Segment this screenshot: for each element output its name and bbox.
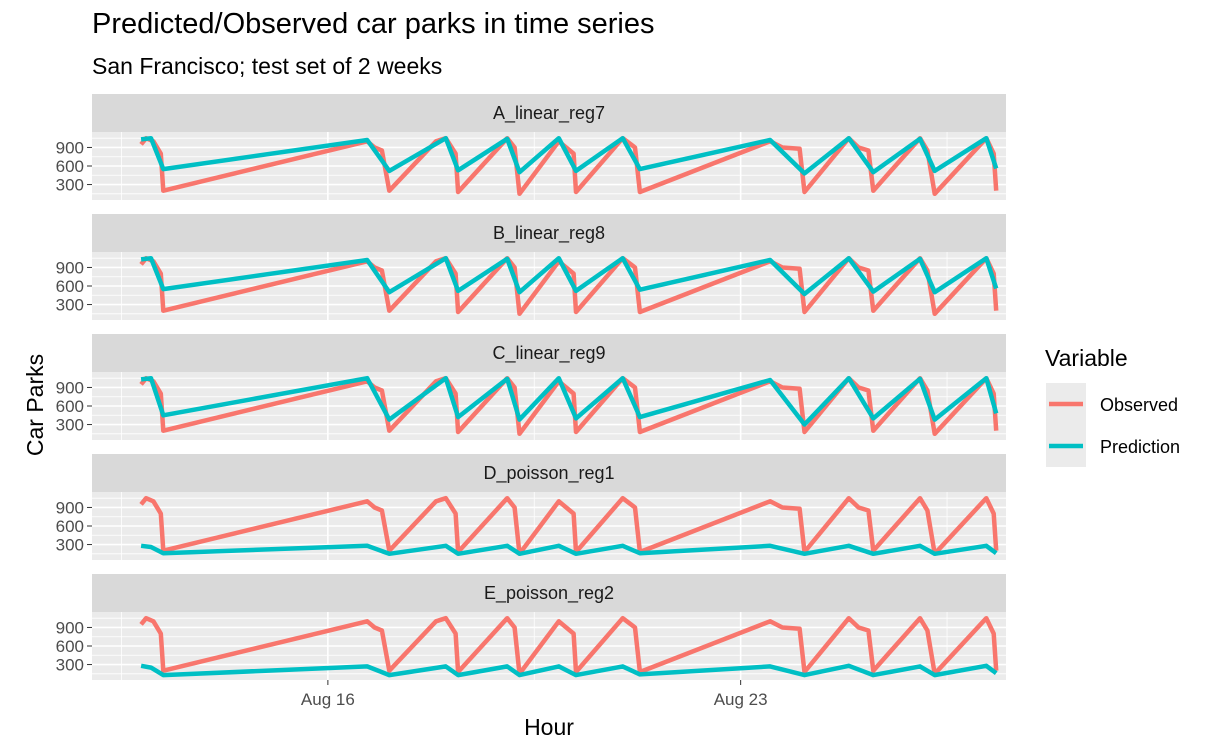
facet-strip bbox=[92, 334, 1006, 372]
legend-title: Variable bbox=[1045, 345, 1128, 371]
y-tick-label: 600 bbox=[56, 277, 84, 296]
legend-label: Observed bbox=[1100, 395, 1178, 415]
y-tick-label: 600 bbox=[56, 397, 84, 416]
x-tick-label: Aug 16 bbox=[301, 690, 355, 709]
facet-strip bbox=[92, 454, 1006, 492]
series-line-prediction bbox=[140, 543, 998, 557]
chart-subtitle: San Francisco; test set of 2 weeks bbox=[92, 53, 443, 79]
y-tick-label: 300 bbox=[56, 656, 84, 675]
y-tick-label: 900 bbox=[56, 378, 84, 397]
y-tick-label: 300 bbox=[56, 296, 84, 315]
y-tick-label: 900 bbox=[56, 258, 84, 277]
facet-strip bbox=[92, 574, 1006, 612]
y-tick-label: 900 bbox=[56, 618, 84, 637]
chart-title: Predicted/Observed car parks in time ser… bbox=[92, 8, 655, 40]
y-tick-label: 900 bbox=[56, 498, 84, 517]
facet-strip bbox=[92, 214, 1006, 252]
legend-key-background bbox=[1046, 383, 1086, 467]
facet-strip-label: C_linear_reg9 bbox=[492, 343, 605, 364]
facet-strip-label: D_poisson_reg1 bbox=[483, 463, 614, 484]
y-tick-label: 600 bbox=[56, 157, 84, 176]
series-line-prediction bbox=[140, 375, 999, 427]
y-tick-label: 600 bbox=[56, 637, 84, 656]
x-tick-label: Aug 23 bbox=[714, 690, 768, 709]
series-line-observed bbox=[139, 495, 999, 557]
series-line-prediction bbox=[140, 135, 999, 176]
facet-strip bbox=[92, 94, 1006, 132]
y-tick-label: 900 bbox=[56, 138, 84, 157]
facet-panels: A_linear_reg7300600900B_linear_reg830060… bbox=[56, 94, 1006, 680]
legend: Variable Observed Prediction bbox=[1045, 345, 1180, 467]
legend-label: Prediction bbox=[1100, 437, 1180, 457]
x-axis: Aug 16 Aug 23 bbox=[301, 680, 768, 709]
y-tick-label: 600 bbox=[56, 517, 84, 536]
facet-strip-label: E_poisson_reg2 bbox=[484, 583, 614, 604]
series-line-prediction bbox=[140, 255, 999, 297]
facet-strip-label: A_linear_reg7 bbox=[493, 103, 605, 124]
y-tick-label: 300 bbox=[56, 536, 84, 555]
facet-strip-label: B_linear_reg8 bbox=[493, 223, 605, 244]
y-tick-label: 300 bbox=[56, 416, 84, 435]
series-line-prediction bbox=[140, 663, 998, 678]
y-tick-label: 300 bbox=[56, 176, 84, 195]
x-axis-label: Hour bbox=[524, 714, 574, 740]
series-line-observed bbox=[139, 615, 999, 677]
y-axis-label: Car Parks bbox=[22, 354, 48, 456]
